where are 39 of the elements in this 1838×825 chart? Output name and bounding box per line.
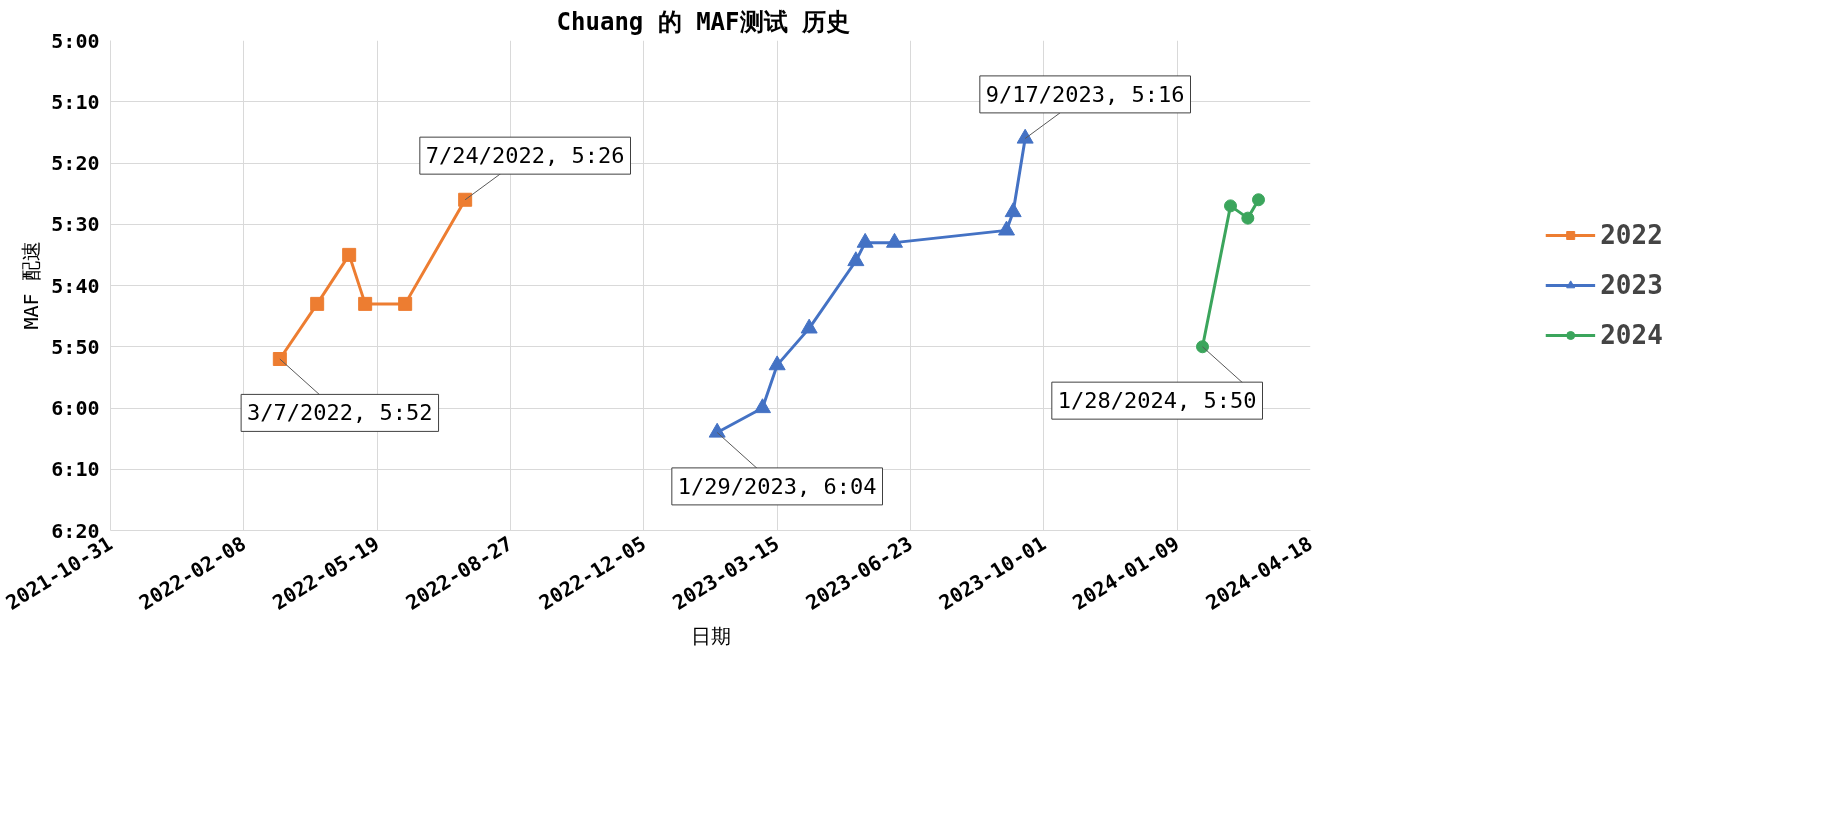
point bbox=[998, 220, 1015, 236]
point bbox=[398, 296, 413, 311]
point bbox=[1224, 199, 1237, 213]
point bbox=[886, 232, 903, 248]
point bbox=[1241, 211, 1255, 225]
legend-label: 2023 bbox=[1600, 270, 1663, 300]
point bbox=[856, 232, 874, 248]
y-tick-label: 5:20 bbox=[51, 151, 100, 175]
y-tick-label: 5:00 bbox=[51, 28, 100, 53]
point bbox=[310, 296, 325, 311]
x-axis-title: 日期 bbox=[690, 624, 731, 649]
point bbox=[1016, 128, 1034, 144]
y-tick-label: 5:50 bbox=[51, 334, 100, 359]
y-tick-label: 6:10 bbox=[51, 457, 100, 482]
point bbox=[358, 296, 373, 311]
point bbox=[1196, 340, 1209, 354]
y-tick-label: 5:30 bbox=[51, 212, 100, 237]
point bbox=[342, 247, 357, 262]
point bbox=[1252, 193, 1265, 207]
annotation: 9/17/2023, 5:16 bbox=[985, 81, 1185, 107]
legend-label: 2022 bbox=[1600, 220, 1663, 250]
chart-title: Chuang 的 MAF测试 历史 bbox=[556, 7, 850, 36]
point bbox=[800, 318, 818, 334]
annotation: 1/28/2024, 5:50 bbox=[1057, 388, 1257, 414]
y-tick-label: 6:00 bbox=[51, 396, 100, 420]
y-tick-label: 5:10 bbox=[51, 89, 100, 114]
point bbox=[272, 352, 287, 366]
annotation: 7/24/2022, 5:26 bbox=[425, 143, 625, 169]
point bbox=[847, 251, 865, 267]
annotation: 1/29/2023, 6:04 bbox=[677, 473, 877, 499]
y-axis-title: MAF 配速 bbox=[19, 241, 44, 330]
point bbox=[708, 422, 726, 438]
y-tick-label: 5:40 bbox=[51, 273, 100, 298]
legend-label: 2024 bbox=[1600, 320, 1663, 350]
point bbox=[1004, 202, 1022, 218]
point bbox=[458, 192, 473, 207]
point bbox=[768, 355, 786, 371]
point bbox=[754, 398, 771, 414]
annotation: 3/7/2022, 5:52 bbox=[247, 400, 433, 426]
